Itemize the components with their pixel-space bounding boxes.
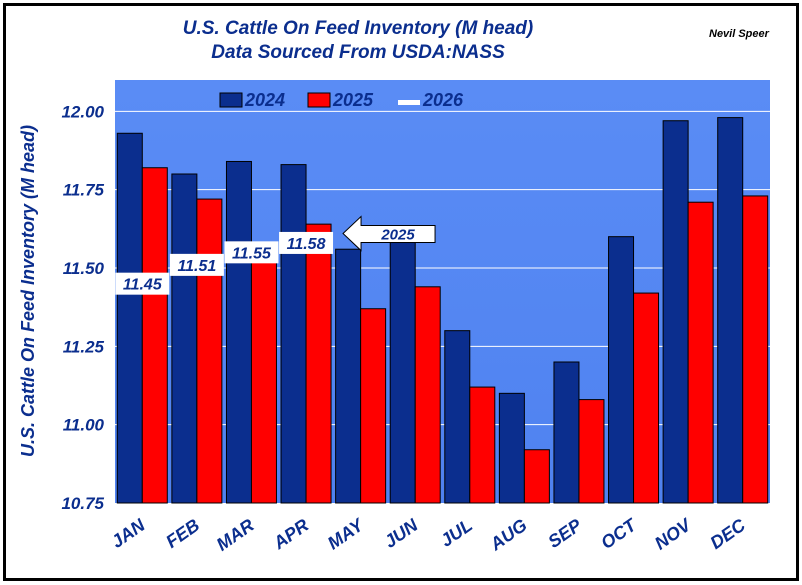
bar-2025 [360,308,387,504]
annotation-arrow-shape [342,215,436,252]
bar-2024 [171,173,198,504]
legend-swatch-2025 [307,92,331,108]
legend-label-2026: 2026 [422,90,464,110]
x-tick-label: MAR [213,515,258,555]
x-tick-label: DEC [706,514,749,553]
legend-swatch-2026 [398,100,420,105]
x-tick-label: JAN [108,514,150,552]
bar-2025 [742,195,769,504]
bar-2025 [469,386,496,504]
bar-2025 [687,201,714,504]
bar-2024 [444,330,471,504]
x-axis: JAN FEB MAR APR MAY JUN JUL AUG SEP OCT NOV DEC [108,514,750,555]
bar-2025 [414,286,441,504]
bar-2024 [389,236,416,504]
x-tick-label: JUL [437,515,476,551]
data-label-box-2026 [169,253,224,276]
x-tick-label: FEB [162,515,203,552]
bar-2024 [498,392,525,504]
y-axis: 10.75 11.00 11.25 11.50 11.75 12.00 [61,102,104,513]
y-tick-label: 12.00 [61,102,104,121]
legend-swatch-2024 [219,92,243,108]
bars [116,117,769,504]
y-tick-label: 11.50 [63,259,105,278]
x-tick-label: SEP [544,514,586,552]
data-label-2026: 11.51 [177,258,216,275]
data-label-box-2026 [224,241,279,264]
x-tick-label: OCT [597,514,641,553]
bar-2025 [523,449,550,504]
annotation-label: 2025 [380,227,415,244]
legend-label-2025: 2025 [332,90,374,110]
y-axis-label: U.S. Cattle On Feed Inventory (M head) [18,125,38,457]
x-tick-label: JUN [381,514,423,552]
y-tick-label: 11.75 [63,181,105,200]
x-tick-label: MAY [324,514,369,554]
bar-2024 [608,236,635,504]
bar-2024 [116,132,143,504]
y-tick-label: 11.25 [63,337,105,356]
bar-2024 [225,160,252,504]
x-tick-label: AUG [486,515,531,555]
legend-label-2024: 2024 [244,90,285,110]
bar-2025 [305,223,332,504]
data-label-2026: 11.58 [287,236,326,253]
gridlines [115,110,770,426]
bar-2024 [335,248,362,504]
annotation-arrow: 2025 [342,215,436,252]
plot-area [115,80,770,503]
x-tick-label: APR [269,515,312,554]
y-tick-label: 10.75 [61,494,104,513]
chart-frame: U.S. Cattle On Feed Inventory (M head) D… [3,3,799,581]
bar-2025 [250,251,277,504]
bar-2024 [280,164,307,504]
data-label-2026: 11.45 [123,277,163,294]
legend: 2024 2025 2026 [219,90,464,110]
chart: U.S. Cattle On Feed Inventory (M head) D… [18,18,770,555]
data-label-box-2026 [115,272,170,295]
bar-2025 [578,399,605,504]
bar-2024 [717,117,744,504]
bar-2025 [196,198,223,504]
x-tick-label: NOV [651,514,696,554]
data-labels-2026: 11.45 11.51 11.55 11.58 [115,231,334,295]
chart-title-line2: Data Sourced From USDA:NASS [211,42,505,63]
y-tick-label: 11.00 [63,416,105,435]
bar-2025 [141,167,168,504]
chart-title-line1: U.S. Cattle On Feed Inventory (M head) [183,18,534,39]
data-label-2026: 11.55 [232,245,272,262]
author-label: Nevil Speer [709,28,770,40]
bar-2025 [633,292,660,504]
bar-2024 [553,361,580,504]
data-label-box-2026 [279,231,334,254]
bar-2024 [662,120,689,504]
